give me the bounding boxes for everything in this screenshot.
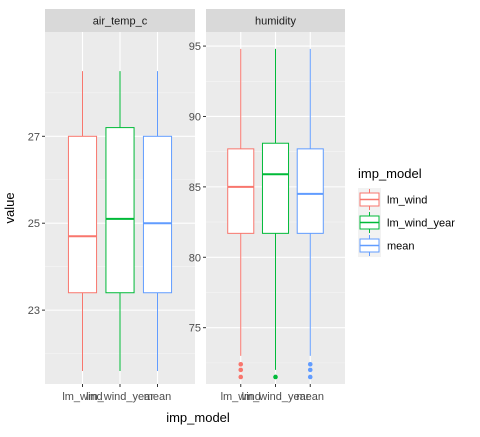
y-tick-label: 90 xyxy=(189,111,201,123)
box xyxy=(296,148,324,234)
outlier-point xyxy=(273,374,278,380)
facet-panel-humidity: humidity 75 80 85 90 95 lm_windlm_wind_yearmea… xyxy=(189,9,345,403)
facet-panels: air_temp_c232527lm_windlm_wind_yearmeanh… xyxy=(28,9,345,403)
y-tick-label: 80 xyxy=(189,252,201,264)
outlier-point xyxy=(238,367,244,373)
boxplot-mean xyxy=(142,71,173,371)
box xyxy=(261,142,290,234)
x-tick-label: mean xyxy=(296,391,324,403)
legend-title: imp_model xyxy=(358,166,422,181)
boxplot-lm_wind_year xyxy=(105,71,135,371)
y-tick-label: 25 xyxy=(28,218,40,230)
x-tick-label: lm_wind_year xyxy=(242,391,310,403)
legend-entry-mean: mean xyxy=(358,234,415,257)
y-tick-label: 75 xyxy=(189,323,201,335)
x-axis-title: imp_model xyxy=(166,410,230,425)
legend-entry-lm_wind: lm_wind xyxy=(358,188,427,211)
legend-label: lm_wind xyxy=(387,195,427,207)
legend-label: lm_wind_year xyxy=(387,218,455,230)
outlier-point xyxy=(307,361,313,367)
outlier-point xyxy=(307,374,313,380)
legend-entry-lm_wind_year: lm_wind_year xyxy=(358,211,455,234)
box xyxy=(142,135,173,294)
y-tick-label: 27 xyxy=(28,131,40,143)
x-tick-label: lm_wind_year xyxy=(86,391,154,403)
box xyxy=(227,148,255,234)
outlier-point xyxy=(307,367,313,373)
outlier-point xyxy=(238,374,244,380)
facet-strip xyxy=(45,9,195,32)
x-tick-label: mean xyxy=(144,391,172,403)
boxplot-lm_wind xyxy=(67,71,98,371)
legend-label: mean xyxy=(387,241,415,253)
y-tick-label: 95 xyxy=(189,41,201,53)
facet-strip xyxy=(206,9,345,32)
boxplot-lm_wind_year xyxy=(261,48,290,380)
box xyxy=(67,135,98,294)
facet-strip-label: air_temp_c xyxy=(93,16,148,28)
y-tick-label: 23 xyxy=(28,305,40,317)
y-tick-label: 85 xyxy=(189,182,201,194)
box xyxy=(105,127,135,294)
boxplot-mean xyxy=(296,48,324,380)
x-tick-label: lm_wind xyxy=(62,391,102,403)
facet-strip-label: humidity xyxy=(255,16,296,28)
x-tick-label: lm_wind xyxy=(221,391,261,403)
y-axis-title: value xyxy=(2,192,17,223)
outlier-point xyxy=(238,361,244,367)
boxplot-lm_wind xyxy=(227,48,255,380)
